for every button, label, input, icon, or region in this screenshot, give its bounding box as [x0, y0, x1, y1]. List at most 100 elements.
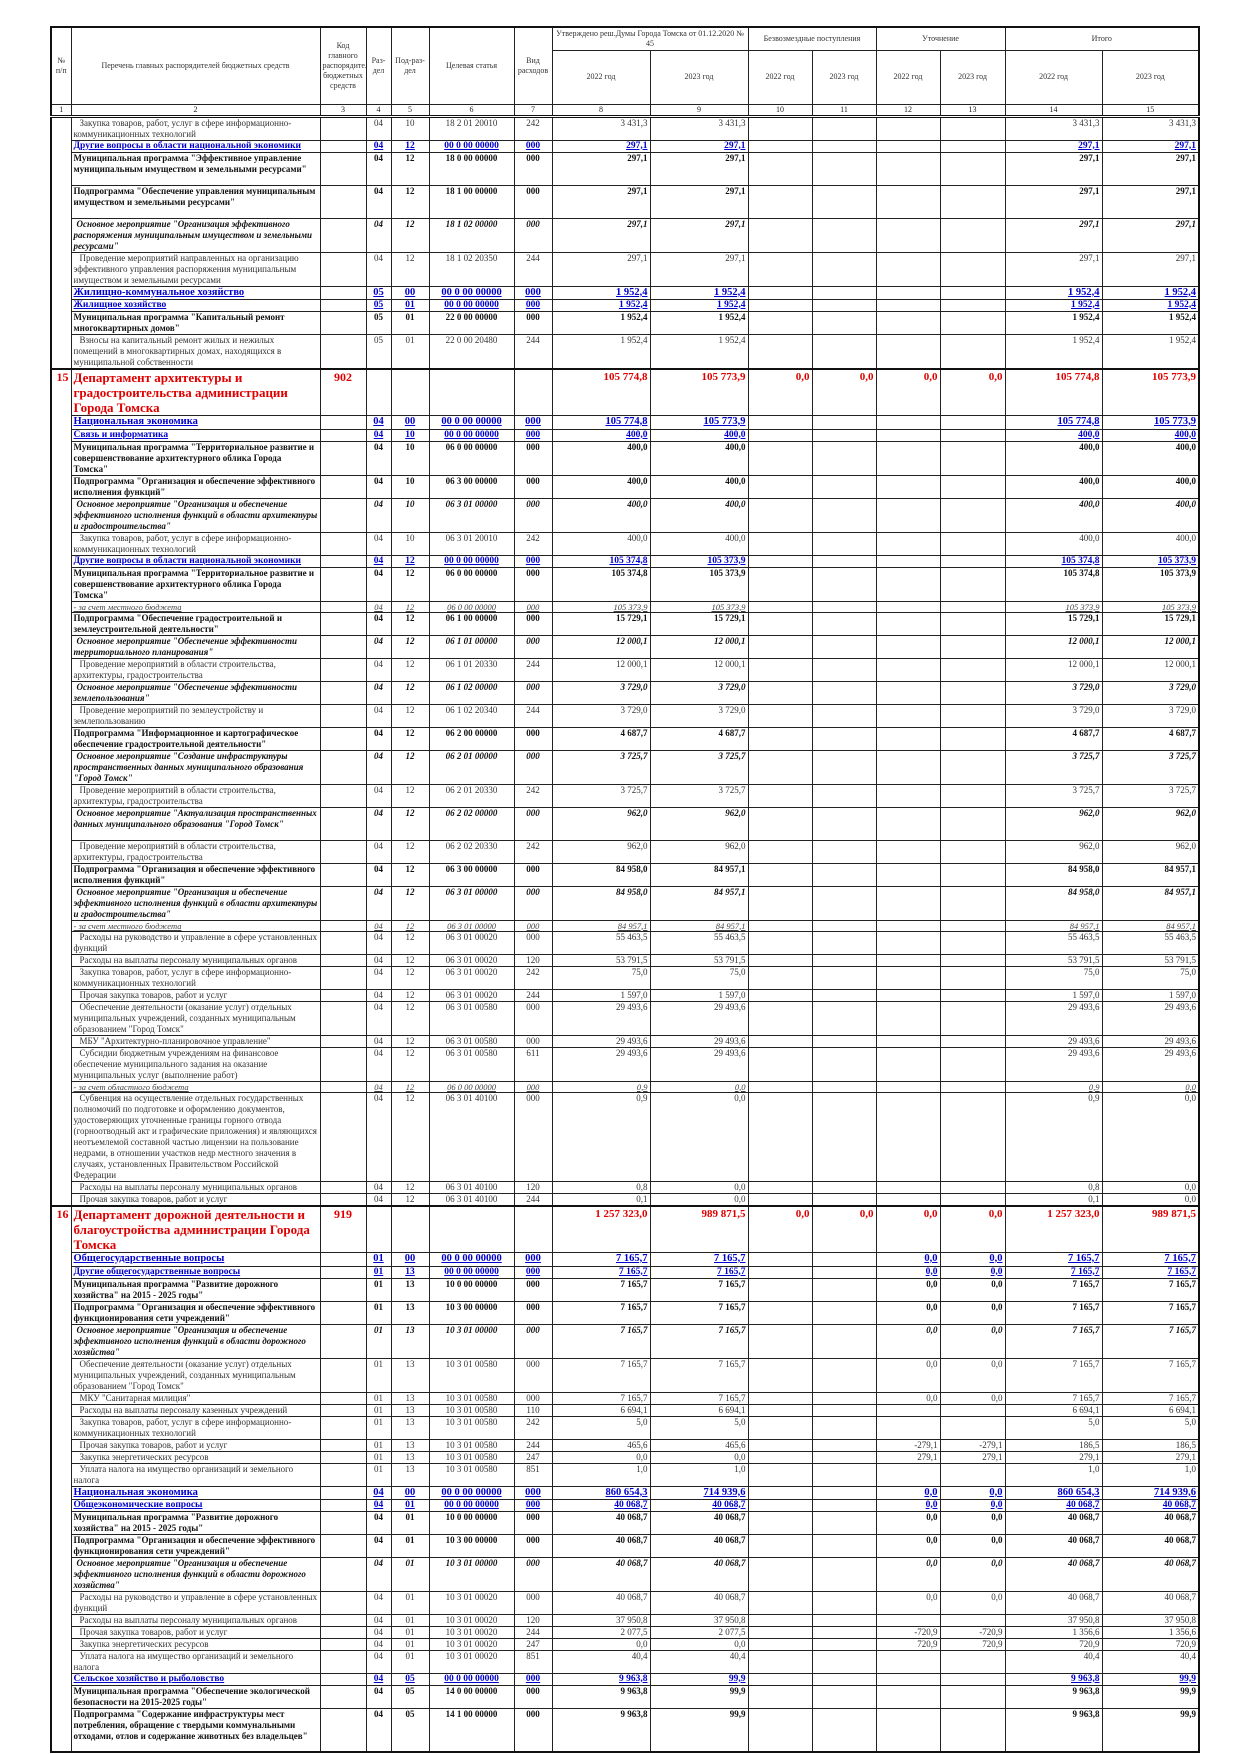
target-article-cell: 06 0 00 00000: [428, 566, 515, 602]
row-number: [50, 1193, 72, 1206]
clarification-2022-cell: [875, 1672, 941, 1686]
expense-row: Закупка товаров, работ, услуг в сфере ин…: [50, 965, 1200, 990]
podrazdel-cell: 00: [390, 414, 430, 430]
expense-row: Расходы на выплаты персоналу муниципальн…: [50, 953, 1200, 967]
total-2022-cell: 962,0: [1004, 806, 1103, 841]
clarification-2023-cell: [939, 726, 1006, 751]
row-number: [50, 441, 72, 475]
target-article-cell: 10 3 01 00020: [428, 1649, 515, 1674]
razdel-cell: 04: [365, 749, 392, 785]
target-article-cell: 00 0 00 00000: [428, 1485, 515, 1500]
total-2022-cell: 7 165,7: [1004, 1251, 1103, 1267]
razdel-cell: 01: [365, 1323, 392, 1359]
grants-2022-cell: [747, 1403, 813, 1417]
row-number: [50, 863, 72, 886]
clarification-2022-cell: [875, 600, 941, 613]
grants-2023-cell: [811, 749, 877, 785]
razdel-cell: 01: [365, 1438, 392, 1452]
expense-row: Уплата налога на имущество организаций и…: [50, 1649, 1200, 1674]
grants-2022-cell: [747, 1091, 813, 1182]
header-year: 2022 год: [551, 49, 651, 105]
activity-row: Основное мероприятие "Организация и обес…: [50, 1556, 1200, 1592]
row-number: [50, 498, 72, 532]
clarification-2022-cell: 0,0: [875, 1357, 941, 1393]
podrazdel-cell: 12: [390, 1046, 430, 1082]
approved-2022-cell: 0,0: [551, 1450, 651, 1464]
clarification-2022-cell: 0,0: [875, 1556, 941, 1592]
clarification-2023-cell: [939, 554, 1006, 568]
podrazdel-cell: 05: [390, 1684, 430, 1709]
row-name: Расходы на руководство и управление в сф…: [70, 1590, 321, 1615]
header-year: 2023 год: [939, 49, 1006, 105]
expense-row: Закупка товаров, работ, услуг в сфере ин…: [50, 531, 1200, 556]
razdel-cell: 01: [365, 1251, 392, 1267]
expense-type-cell: 000: [513, 1510, 553, 1535]
target-article-cell: 06 0 00 00000: [428, 440, 515, 476]
grants-2023-cell: [811, 1080, 877, 1093]
expense-row: Прочая закупка товаров, работ и услуг 04 1…: [50, 1192, 1200, 1206]
expense-row: Проведение мероприятий по землеустройств…: [50, 703, 1200, 728]
row-name: МКУ "Санитарная милиция": [70, 1391, 321, 1405]
row-number: [50, 140, 72, 152]
clarification-2023-cell: 0,0: [939, 1357, 1006, 1393]
podrazdel-cell: 12: [390, 1180, 430, 1194]
chief-administrator-code: 919: [319, 1204, 367, 1253]
grants-2023-cell: [811, 1403, 877, 1417]
grants-2022-cell: [747, 428, 813, 442]
total-2022-cell: 1,0: [1004, 1462, 1103, 1487]
razdel-cell: 04: [365, 1046, 392, 1082]
expense-row: Расходы на выплаты персоналу муниципальн…: [50, 1613, 1200, 1627]
expense-type-cell: 000: [513, 1556, 553, 1592]
approved-2022-cell: 40 068,7: [551, 1590, 651, 1615]
row-name: Прочая закупка товаров, работ и услуг: [70, 1438, 321, 1452]
grants-2022-cell: [747, 839, 813, 864]
expense-type-cell: 000: [513, 1498, 553, 1512]
grants-2023-cell: [811, 600, 877, 613]
expense-type-cell: 000: [513, 611, 553, 636]
expense-type-cell: 244: [513, 703, 553, 728]
total-2022-cell: 9 963,8: [1004, 1684, 1103, 1709]
program-row: Муниципальная программа "Эффективное упр…: [50, 151, 1200, 186]
approved-2022-cell: 12 000,1: [551, 657, 651, 682]
clarification-2022-cell: [875, 726, 941, 751]
expense-type-cell: 244: [513, 988, 553, 1002]
approved-2022-cell: 3 431,3: [551, 115, 651, 141]
chief-administrator-code: [319, 600, 367, 613]
grants-2023-cell: [811, 839, 877, 864]
approved-2023-cell: 105 773,9: [649, 414, 749, 430]
total-2022-cell: 7 165,7: [1004, 1265, 1103, 1279]
clarification-2023-cell: 0,0: [939, 1204, 1006, 1253]
approved-2023-cell: 7 165,7: [649, 1391, 749, 1405]
clarification-2022-cell: 0,0: [875, 367, 941, 416]
row-name: Подпрограмма "Организация и обеспечение …: [70, 1300, 321, 1325]
total-2023-cell: 55 463,5: [1101, 930, 1200, 955]
row-name: Закупка энергетических ресурсов: [70, 1450, 321, 1464]
clarification-2023-cell: [939, 1684, 1006, 1709]
chief-administrator-code: [319, 1649, 367, 1674]
grants-2022-cell: [747, 1046, 813, 1082]
clarification-2022-cell: [875, 1180, 941, 1194]
approved-2022-cell: 0,1: [551, 1192, 651, 1206]
clarification-2022-cell: [875, 428, 941, 442]
approved-2022-cell: 400,0: [551, 497, 651, 533]
approved-2023-cell: 84 957,1: [649, 885, 749, 921]
total-2022-cell: 962,0: [1004, 839, 1103, 864]
row-number: [50, 1708, 72, 1752]
row-name: Основное мероприятие "Обеспечение эффект…: [70, 680, 321, 705]
approved-2023-cell: 7 165,7: [649, 1265, 749, 1279]
approved-2023-cell: 0,0: [649, 1192, 749, 1206]
grants-2022-cell: [747, 1192, 813, 1206]
grants-2023-cell: [811, 634, 877, 659]
clarification-2022-cell: [875, 531, 941, 556]
podrazdel-cell: 12: [390, 634, 430, 659]
expense-type-cell: 000: [513, 885, 553, 921]
clarification-2022-cell: [875, 839, 941, 864]
expense-type-cell: 000: [513, 1277, 553, 1302]
total-2023-cell: 400,0: [1101, 474, 1200, 499]
total-2023-cell: 40 068,7: [1101, 1556, 1200, 1592]
total-2023-cell: 84 957,1: [1101, 885, 1200, 921]
grants-2022-cell: [747, 139, 813, 153]
chief-administrator-code: [319, 1625, 367, 1639]
chief-administrator-code: [319, 1277, 367, 1302]
expense-row: МКУ "Санитарная милиция" 01 13 10 3 01 0058…: [50, 1391, 1200, 1405]
